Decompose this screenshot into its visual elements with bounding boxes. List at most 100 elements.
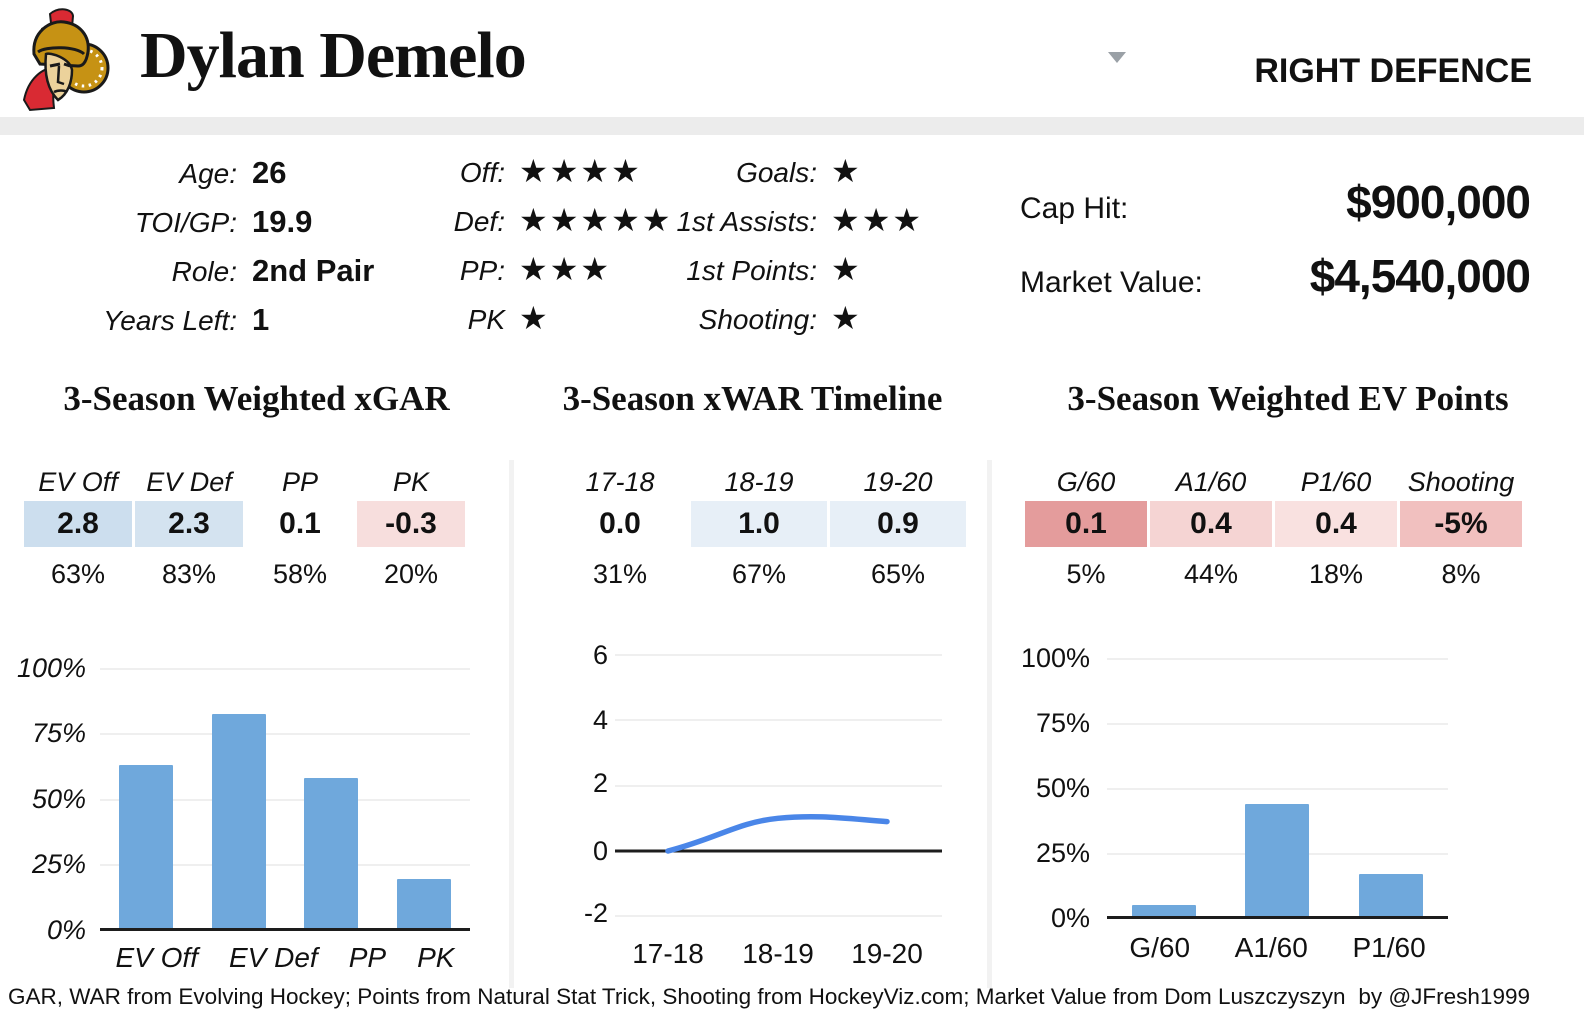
stat-value-cell: -5% bbox=[1400, 501, 1522, 547]
position-label: RIGHT DEFENCE bbox=[1254, 52, 1532, 90]
x-tick: EV Def bbox=[228, 942, 318, 973]
gridline bbox=[100, 733, 470, 735]
panel-divider bbox=[509, 460, 514, 988]
y-tick: 25% bbox=[31, 849, 86, 879]
bar-g60 bbox=[1131, 905, 1196, 918]
column-header: P1/60 bbox=[1300, 467, 1372, 497]
xwar-line-chart bbox=[615, 654, 942, 917]
goals-label: Goals: bbox=[736, 157, 817, 188]
xgar-title: 3-Season Weighted xGAR bbox=[63, 379, 450, 418]
pp-label: PP: bbox=[459, 255, 505, 286]
player-dropdown-caret-icon[interactable] bbox=[1108, 52, 1126, 63]
xgar-bar-chart bbox=[100, 668, 470, 931]
def-stars: ★★★★★ bbox=[519, 202, 673, 238]
ottawa-senators-logo-icon bbox=[22, 8, 110, 112]
bio-row-years-left: Years Left: 1 bbox=[0, 302, 269, 348]
ev-points-bar-chart bbox=[1107, 658, 1448, 919]
y-tick: 0 bbox=[592, 836, 608, 866]
percentile-cell: 18% bbox=[1308, 559, 1364, 589]
stat-value-cell: 0.4 bbox=[1275, 501, 1397, 547]
bar-pk bbox=[396, 878, 451, 930]
percentile-cell: 31% bbox=[592, 559, 648, 589]
percentile-cell: 63% bbox=[50, 559, 106, 589]
y-tick: 50% bbox=[31, 784, 86, 814]
percentile-cell: 83% bbox=[161, 559, 217, 589]
y-tick: 75% bbox=[31, 718, 86, 748]
y-tick: 75% bbox=[1035, 708, 1090, 738]
x-tick: P1/60 bbox=[1352, 932, 1426, 963]
bar-pp bbox=[304, 778, 359, 930]
percentile-cell: 67% bbox=[731, 559, 787, 589]
first-assists-label: 1st Assists: bbox=[676, 206, 817, 237]
toi-label: TOI/GP: bbox=[134, 207, 237, 238]
column-header: Shooting bbox=[1407, 467, 1515, 497]
info-section: Age: 26 TOI/GP: 19.9 Role: 2nd Pair Year… bbox=[0, 135, 1584, 365]
pk-stars: ★ bbox=[519, 300, 550, 336]
rating-row-1st-points: 1st Points: ★ bbox=[612, 249, 862, 295]
header-divider bbox=[0, 117, 1584, 135]
market-value-value: $4,540,000 bbox=[1309, 250, 1531, 302]
years-left-value: 1 bbox=[252, 302, 270, 337]
x-axis bbox=[1107, 916, 1448, 919]
pp-stars: ★★★ bbox=[519, 251, 612, 287]
ev-points-title: 3-Season Weighted EV Points bbox=[1067, 379, 1509, 418]
first-assists-stars: ★★★ bbox=[831, 202, 924, 238]
bio-row-toi: TOI/GP: 19.9 bbox=[0, 204, 313, 250]
off-label: Off: bbox=[459, 157, 505, 188]
off-stars: ★★★★ bbox=[519, 153, 642, 189]
bar-a160 bbox=[1245, 803, 1310, 918]
role-label: Role: bbox=[171, 256, 237, 287]
x-tick: EV Off bbox=[115, 942, 198, 973]
stat-value-cell: 0.1 bbox=[1025, 501, 1147, 547]
toi-value: 19.9 bbox=[252, 204, 313, 239]
cap-hit-label: Cap Hit: bbox=[1020, 192, 1129, 225]
y-tick: -2 bbox=[583, 898, 608, 928]
market-value-row: Market Value: $4,540,000 bbox=[1020, 249, 1531, 303]
stat-value-cell: 1.0 bbox=[691, 501, 827, 547]
age-label: Age: bbox=[179, 158, 237, 189]
page-title: Dylan Demelo bbox=[140, 19, 527, 92]
percentile-cell: 8% bbox=[1441, 559, 1481, 589]
y-tick: 100% bbox=[1020, 643, 1090, 673]
gridline bbox=[100, 799, 470, 801]
stat-value-cell: 2.3 bbox=[135, 501, 243, 547]
years-left-label: Years Left: bbox=[103, 305, 237, 336]
xwar-title: 3-Season xWAR Timeline bbox=[562, 379, 943, 418]
column-header: A1/60 bbox=[1175, 467, 1247, 497]
x-tick: 18-19 bbox=[742, 938, 814, 969]
bar-p160 bbox=[1359, 873, 1424, 918]
market-value-label: Market Value: bbox=[1020, 266, 1203, 299]
age-value: 26 bbox=[252, 155, 287, 190]
bio-row-age: Age: 26 bbox=[0, 155, 286, 201]
stat-value-cell: 2.8 bbox=[24, 501, 132, 547]
panel-divider bbox=[987, 460, 992, 988]
x-tick: PP bbox=[348, 942, 387, 973]
goals-stars: ★ bbox=[831, 153, 862, 189]
shooting-stars: ★ bbox=[831, 300, 862, 336]
gridline bbox=[100, 864, 470, 866]
author-byline: by @JFresh1999 bbox=[1358, 984, 1530, 1009]
xgar-table: EV Off EV Def PP PK 2.8 2.3 0.1 -0.3 63%… bbox=[24, 465, 465, 589]
rating-row-pk: PK ★ bbox=[300, 298, 550, 344]
column-header: EV Off bbox=[38, 467, 118, 497]
x-tick: G/60 bbox=[1129, 932, 1191, 963]
column-header: G/60 bbox=[1056, 467, 1116, 497]
percentile-cell: 58% bbox=[272, 559, 328, 589]
xgar-x-labels: EV Off EV Def PP PK bbox=[100, 942, 470, 974]
cap-hit-value: $900,000 bbox=[1346, 176, 1531, 228]
pk-label: PK bbox=[467, 304, 505, 335]
stat-value-cell: 0.9 bbox=[830, 501, 966, 547]
first-points-label: 1st Points: bbox=[686, 255, 817, 286]
gridline bbox=[100, 668, 470, 670]
data-credits: GAR, WAR from Evolving Hockey; Points fr… bbox=[8, 984, 1346, 1009]
x-tick: PK bbox=[417, 942, 455, 973]
percentile-cell: 44% bbox=[1183, 559, 1239, 589]
rating-row-shooting: Shooting: ★ bbox=[612, 298, 862, 344]
percentile-cell: 65% bbox=[870, 559, 926, 589]
footer: GAR, WAR from Evolving Hockey; Points fr… bbox=[8, 984, 1530, 1010]
bio-row-role: Role: 2nd Pair bbox=[0, 253, 375, 299]
role-value: 2nd Pair bbox=[252, 253, 375, 288]
rating-row-def: Def: ★★★★★ bbox=[300, 200, 672, 246]
x-tick: A1/60 bbox=[1234, 932, 1308, 963]
